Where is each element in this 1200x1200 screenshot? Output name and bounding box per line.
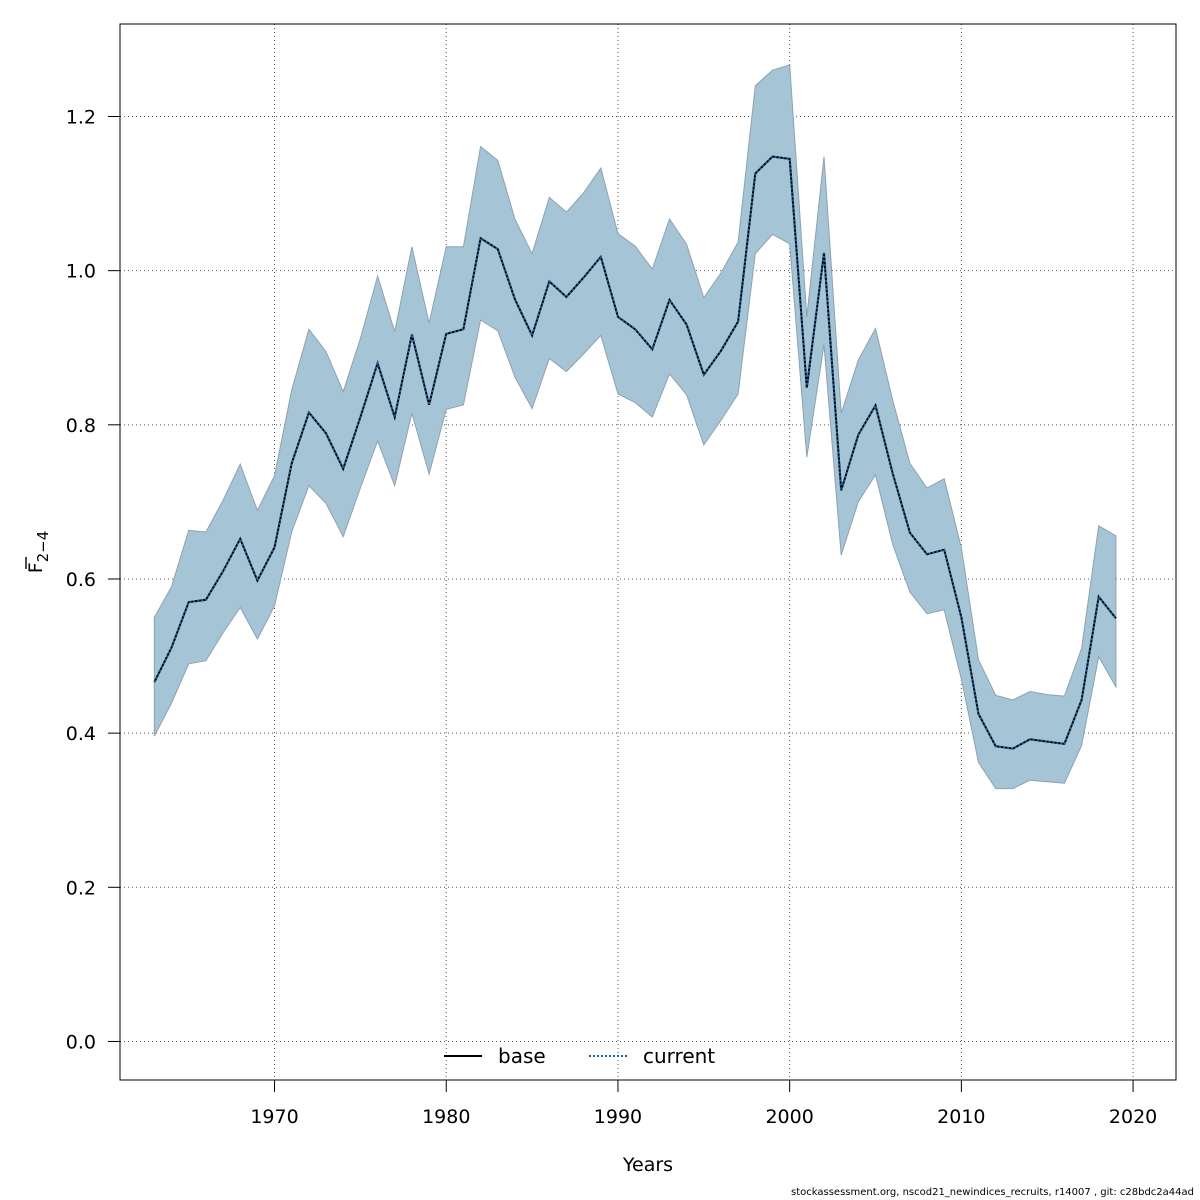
y-axis-title-main: F [25,562,47,573]
x-tick-label-1970: 1970 [250,1106,298,1128]
x-tick-label-2000: 2000 [765,1106,813,1128]
x-tick-label-1980: 1980 [422,1106,470,1128]
series-lines [153,155,1117,750]
legend-label-base: base [498,1044,546,1068]
series-line-current [153,155,1117,750]
y-tick-label-0.4: 0.4 [66,723,96,745]
x-tick-label-2010: 2010 [937,1106,985,1128]
x-tick-label-2020: 2020 [1109,1106,1157,1128]
footer-note: stockassessment.org, nscod21_newindices_… [791,1187,1194,1198]
y-axis-title-text: F2−4 [25,531,52,574]
y-tick-label-0.8: 0.8 [66,415,96,437]
y-tick-label-1: 1.0 [66,261,96,283]
grid-lines [120,24,1176,1080]
confidence-band [153,64,1117,790]
y-axis-title: F2−4 [25,531,52,574]
y-tick-label-0.2: 0.2 [66,877,96,899]
x-axis-title: Years [622,1154,673,1176]
y-tick-label-0.6: 0.6 [66,569,96,591]
y-axis: 0.0 0.2 0.4 0.6 0.8 1.0 1.2 [66,106,121,1053]
x-tick-label-1990: 1990 [594,1106,642,1128]
y-tick-label-0: 0.0 [66,1031,96,1053]
confidence-band-area [153,64,1117,790]
legend-label-current: current [643,1044,715,1068]
y-axis-title-subscript: 2−4 [34,531,52,563]
y-tick-label-1.2: 1.2 [66,106,96,128]
legend: base current [444,1044,715,1068]
x-axis: 1970 1980 1990 2000 2010 2020 [250,1079,1157,1128]
